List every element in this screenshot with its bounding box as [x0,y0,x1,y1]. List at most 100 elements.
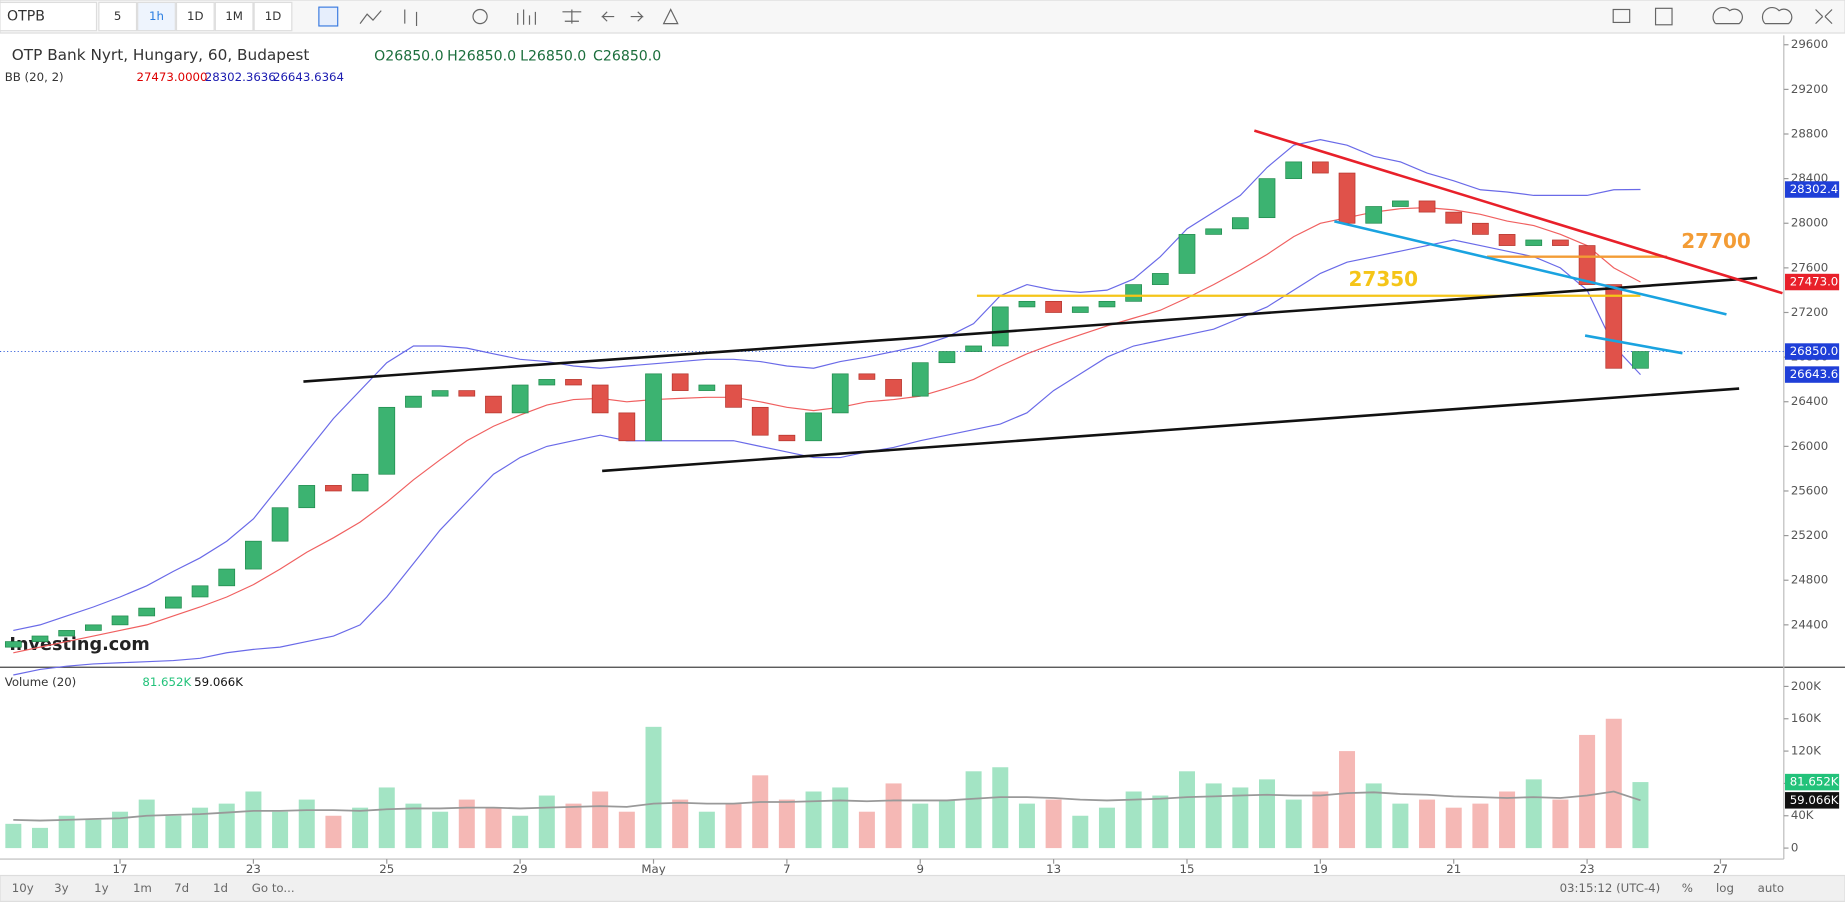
volume-bar [645,726,662,849]
bar-icon[interactable] [404,9,418,26]
range-button[interactable]: 3y [54,881,68,895]
volume-bar [1125,791,1142,849]
interval-button[interactable] [98,1,138,32]
price-tag-label: 26850.0 [1790,344,1839,358]
volume-bar [698,811,715,849]
x-tick-label: 21 [1446,862,1461,876]
bb-legend-value: 27473.0000 [136,70,207,84]
x-tick-label: 27 [1713,862,1728,876]
volume-tick-label: 120K [1791,744,1821,758]
bb-legend-value: 28302.3636 [205,70,276,84]
volume-bar [1152,795,1169,849]
y-tick-label: 28000 [1791,216,1828,230]
level-label: 27700 [1681,229,1751,253]
interval-button[interactable] [253,1,293,32]
candle-body [1258,178,1276,219]
volume-bar [405,803,422,849]
x-tick-label: 17 [113,862,128,876]
settings-icon[interactable] [472,8,488,25]
candle-body [138,607,156,617]
scale-option[interactable]: log [1716,881,1734,895]
volume-bar [458,799,475,849]
volume-bar [752,775,769,849]
range-button[interactable]: Go to... [252,881,295,895]
y-tick-label: 24400 [1791,617,1828,631]
candle-body [938,351,956,364]
candle-body [698,384,716,391]
volume-bar [378,787,395,849]
volume-bar [1605,718,1622,849]
fullscreen-icon[interactable] [1815,9,1833,25]
price-tag [1784,366,1840,383]
interval-button[interactable] [214,1,254,32]
volume-bar [618,811,635,849]
range-button[interactable]: 10y [12,881,34,895]
interval-button[interactable] [175,1,215,32]
volume-bar [432,811,449,849]
volume-bar [725,803,742,849]
candle-body [1205,228,1223,235]
volume-legend-value: 81.652K [142,675,191,689]
y-tick-label: 25200 [1791,528,1828,542]
volume-bar [1339,751,1356,849]
compare-icon[interactable] [562,9,582,24]
y-tick-label: 27200 [1791,305,1828,319]
price-tag [1784,273,1840,291]
range-button[interactable]: 1d [213,881,228,895]
symbol[interactable]: OTPB [7,9,45,25]
volume-bar [538,795,555,849]
volume-bar [805,791,822,849]
candle-body [85,624,102,631]
symbol-box[interactable] [0,1,98,32]
alert-icon[interactable] [662,8,679,25]
trend-line [1334,220,1727,316]
range-button[interactable]: 1m [133,881,152,895]
candle-body [1312,161,1329,174]
volume-bar [672,799,689,849]
candle-body [271,507,289,542]
watermark: Investing.com [9,635,149,655]
camera-icon[interactable] [1612,8,1631,24]
footer [0,874,1845,902]
line-icon[interactable] [359,10,382,24]
indicator-icon[interactable] [517,9,536,25]
x-tick-label: 25 [379,862,394,876]
interval-label[interactable]: 1D [187,9,204,23]
volume-tick-label: 200K [1791,679,1821,693]
redo-icon[interactable] [630,11,644,22]
trend-line [303,276,1758,383]
cloud-save-icon[interactable] [1761,6,1793,25]
scale-option[interactable]: % [1682,881,1693,895]
interval-button[interactable] [137,1,176,32]
layout-icon[interactable] [1654,7,1673,26]
volume-bar [192,807,209,849]
volume-bar [1312,791,1329,849]
volume-bar [1072,815,1089,849]
volume-bar [1632,782,1649,849]
y-tick-label: 27600 [1791,260,1828,274]
price-tag-label: 27473.0 [1790,275,1839,289]
candle-icon[interactable] [318,6,339,27]
candle-body [645,373,662,442]
candle-body [245,540,262,570]
candle-body [751,406,769,436]
cloud-load-icon[interactable] [1712,6,1743,25]
volume-bar [1178,771,1195,849]
volume-bar [352,807,369,849]
range-button[interactable]: 1y [94,881,108,895]
interval-label[interactable]: 1M [225,9,243,23]
volume-bar [272,811,289,849]
interval-label[interactable]: 5 [114,9,121,23]
candle-body [458,390,476,397]
volume-bar [1579,734,1596,849]
interval-label[interactable]: 1D [265,9,282,23]
candle-body [1525,239,1543,246]
range-button[interactable]: 7d [174,881,189,895]
volume-tag-label: 81.652K [1790,775,1839,789]
undo-icon[interactable] [601,11,615,22]
interval-label[interactable]: 1h [149,9,164,23]
scale-option[interactable]: auto [1758,881,1784,895]
candle-body [671,373,689,391]
volume-bar [1098,807,1115,849]
